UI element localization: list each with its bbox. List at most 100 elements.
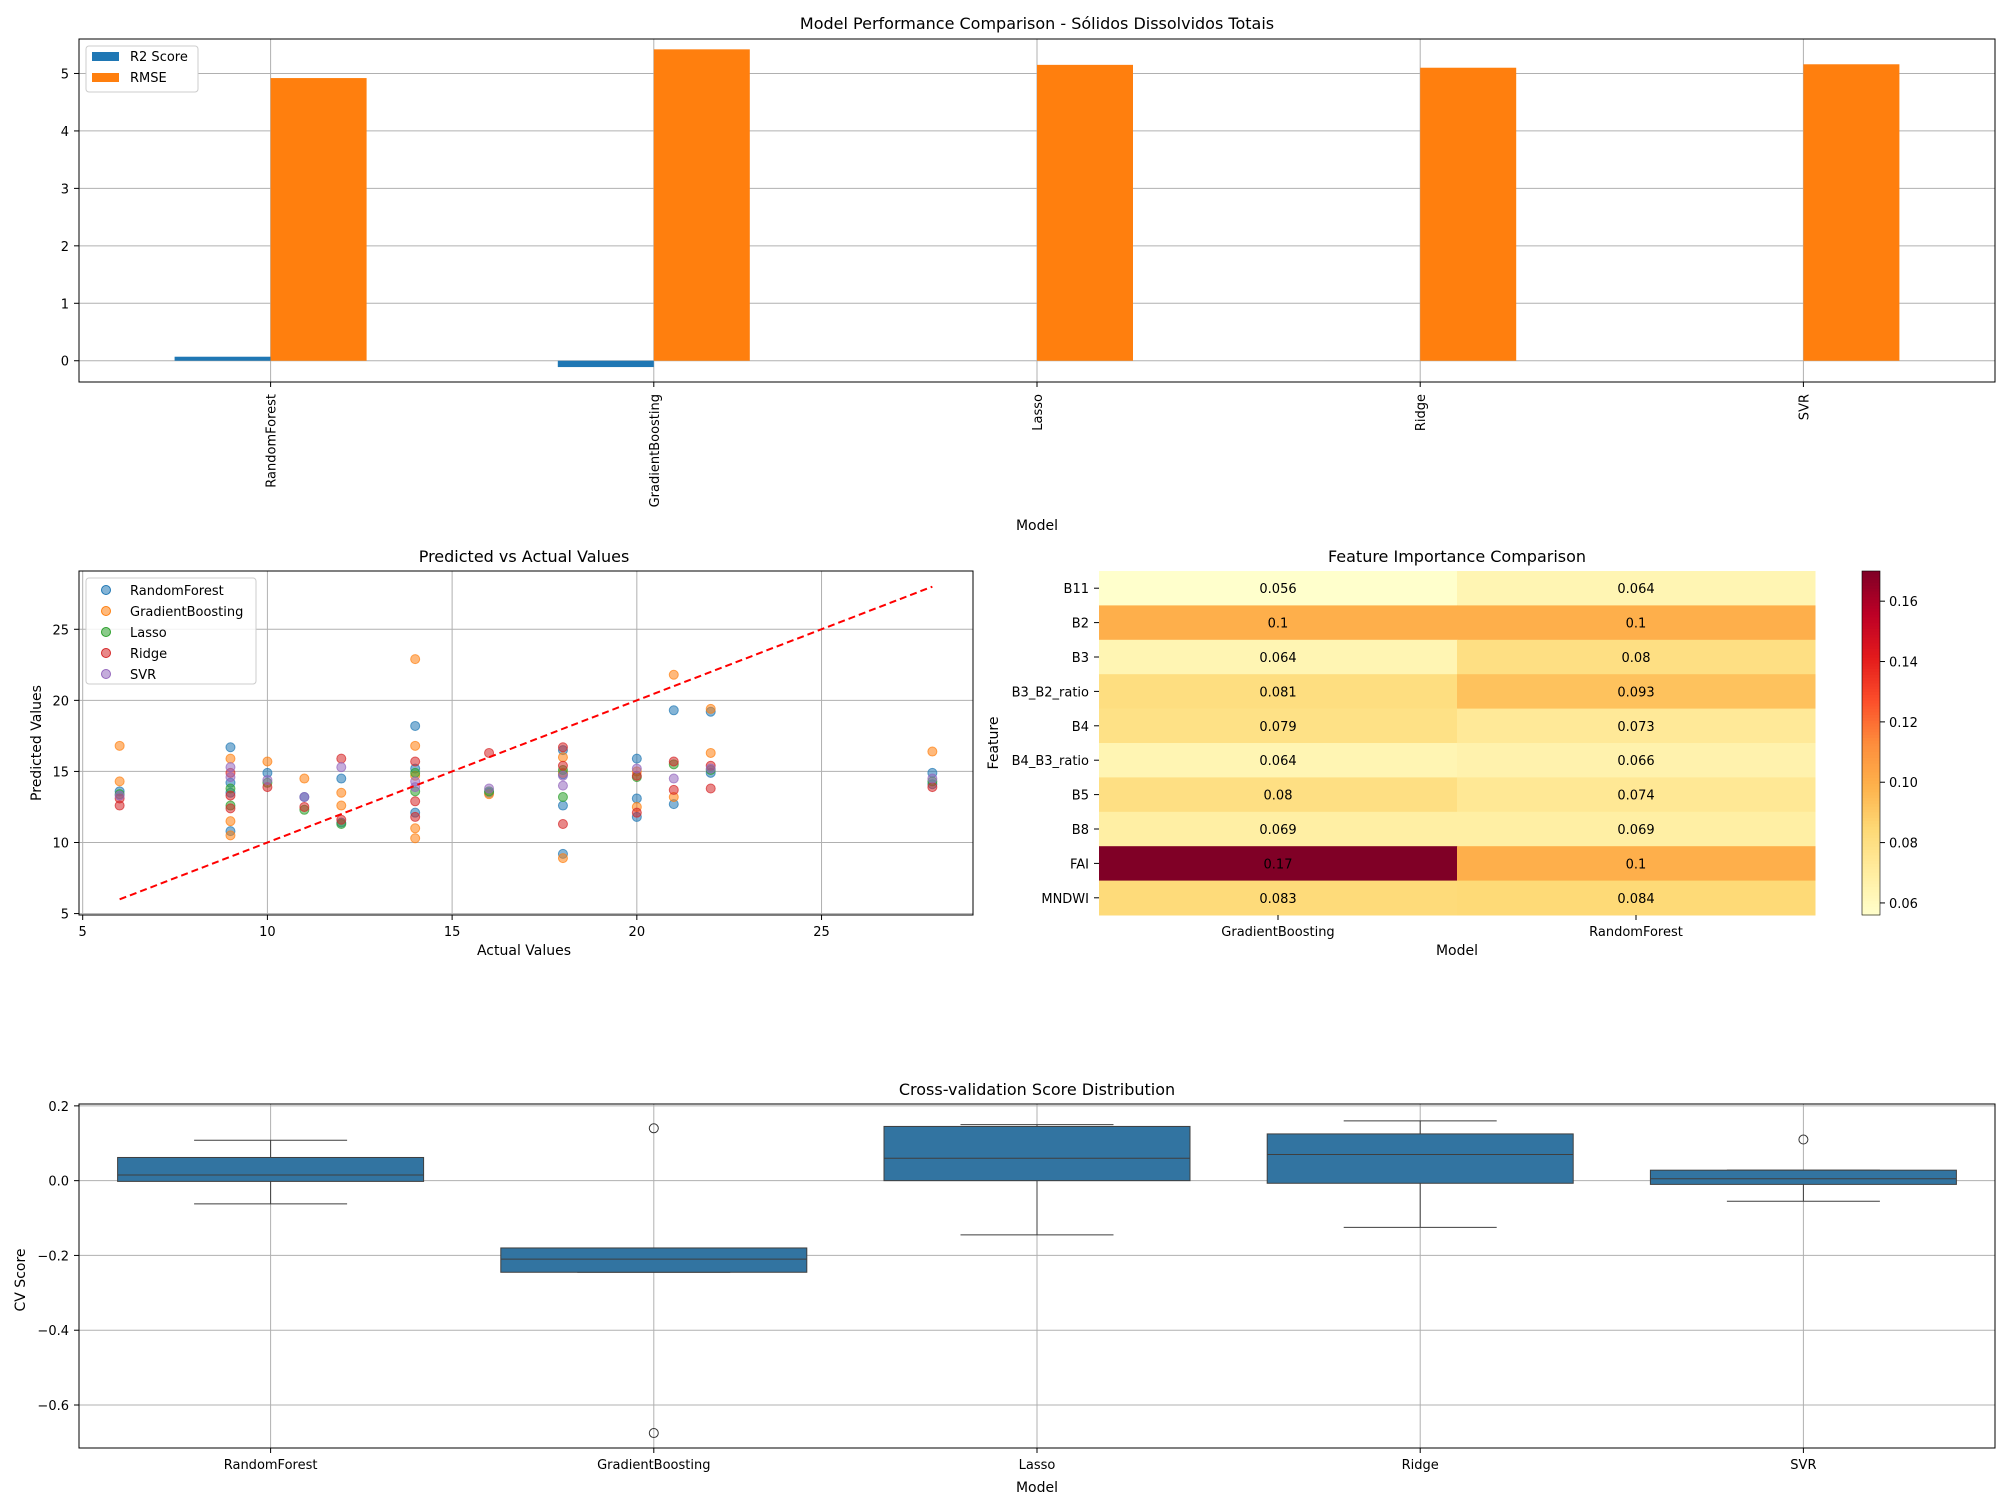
scatter-point [927,782,938,793]
colorbar-segment [1862,872,1880,876]
colorbar-segment [1862,889,1880,893]
heatmap-cell-label: 0.064 [1617,582,1654,597]
scatter-chart: Predicted vs Actual Values Actual Values… [29,547,974,959]
heatmap-cell [1099,571,1458,606]
colorbar-segment [1862,573,1880,578]
colorbar-segment [1862,571,1880,575]
x-tick-label: Ridge [1414,394,1429,431]
scatter-point [114,776,125,787]
colorbar-segment [1862,694,1880,698]
heatmap-title: Feature Importance Comparison [1328,547,1586,566]
y-tick-label: 0.0 [48,1175,69,1190]
colorbar-segment [1862,593,1880,598]
outlier-point [1798,1134,1809,1145]
scatter-x-axis-label: Actual Values [477,943,571,959]
box-body [117,1156,425,1182]
heatmap-cell-label: 0.064 [1259,651,1296,666]
scatter-point [557,770,568,781]
colorbar-segment [1862,679,1880,684]
colorbar-segment [1862,831,1880,836]
scatter-point [557,760,568,771]
x-tick-label: Lasso [1019,1458,1056,1473]
colorbar-segment [1862,648,1880,652]
colorbar-segment [1862,631,1880,635]
colorbar-segment [1862,771,1880,776]
colorbar-segment [1862,596,1880,601]
bar-rmse [1803,64,1900,361]
scatter-point [557,742,568,753]
scatter-series-svr [114,762,938,803]
cv-y-axis-label: CV Score [13,1248,29,1311]
colorbar-segment [1862,674,1880,678]
colorbar-segment [1862,854,1880,859]
colorbar-segment [1862,740,1880,744]
scatter-point [557,819,568,830]
bar-r2-score [174,356,271,361]
colorbar-segment [1862,616,1880,621]
heatmap-cell-label: 0.083 [1259,892,1296,907]
colorbar-segment [1862,602,1880,606]
y-tick-label: 3 [61,182,69,197]
legend-marker [101,585,111,595]
y-tick-label: −0.4 [37,1324,69,1339]
scatter-point [410,740,421,751]
colorbar-segment [1862,579,1880,584]
colorbar-tick-label: 0.16 [1889,595,1918,610]
heatmap-cell-label: 0.081 [1259,685,1296,700]
scatter-point [705,763,716,774]
colorbar-segment [1862,682,1880,687]
outlier-point [648,1428,659,1439]
colorbar-segment [1862,657,1880,661]
colorbar-segment [1862,912,1880,916]
heatmap-row-label: B3 [1072,651,1089,666]
x-tick-label: 5 [79,925,87,940]
box-randomforest [117,1139,425,1205]
colorbar-segment [1862,817,1880,821]
scatter-point [705,783,716,794]
heatmap-cell-label: 0.056 [1259,582,1296,597]
colorbar-segment [1862,722,1880,727]
colorbar-tick-label: 0.12 [1889,716,1918,731]
performance-legend: R2 Score RMSE [85,45,199,93]
colorbar-segment [1862,702,1880,707]
x-tick-label: Lasso [1031,394,1046,431]
scatter-axes-frame [78,570,974,916]
colorbar-segment [1862,857,1880,862]
colorbar-segment [1862,791,1880,796]
scatter-point [336,753,347,764]
scatter-point [484,747,495,758]
colorbar-segment [1862,685,1880,690]
colorbar-tick-label: 0.08 [1889,837,1918,852]
heatmap-cell [1457,743,1816,778]
scatter-point [668,756,679,767]
scatter-point [225,803,236,814]
scatter-point [668,705,679,716]
colorbar-segment [1862,754,1880,758]
colorbar-frame [1861,570,1881,916]
heatmap-cell [1099,708,1458,744]
colorbar-segment [1862,880,1880,885]
colorbar-segment [1862,576,1880,581]
colorbar-segment [1862,866,1880,870]
scatter-legend: RandomForest GradientBoosting Lasso Ridge SV… [85,577,257,685]
heatmap-cell [1457,846,1816,882]
colorbar-segment [1862,668,1880,672]
scatter-point [225,753,236,764]
x-tick-label: RandomForest [265,394,280,488]
heatmap-row-label: B11 [1064,582,1089,597]
scatter-point [557,780,568,791]
heatmap-cell [1457,880,1816,916]
scatter-point [927,746,938,757]
colorbar-segment [1862,883,1880,887]
scatter-point [705,747,716,758]
scatter-point [557,752,568,763]
x-tick-label: SVR [1790,1458,1816,1473]
x-tick-label: GradientBoosting [648,394,663,507]
colorbar-tick-label: 0.14 [1889,656,1918,671]
heatmap-row-label: B4 [1072,720,1089,735]
performance-x-axis-label: Model [1016,518,1058,534]
x-tick-label: GradientBoosting [597,1458,710,1473]
colorbar-segment [1862,814,1880,819]
legend-swatch [92,52,119,61]
